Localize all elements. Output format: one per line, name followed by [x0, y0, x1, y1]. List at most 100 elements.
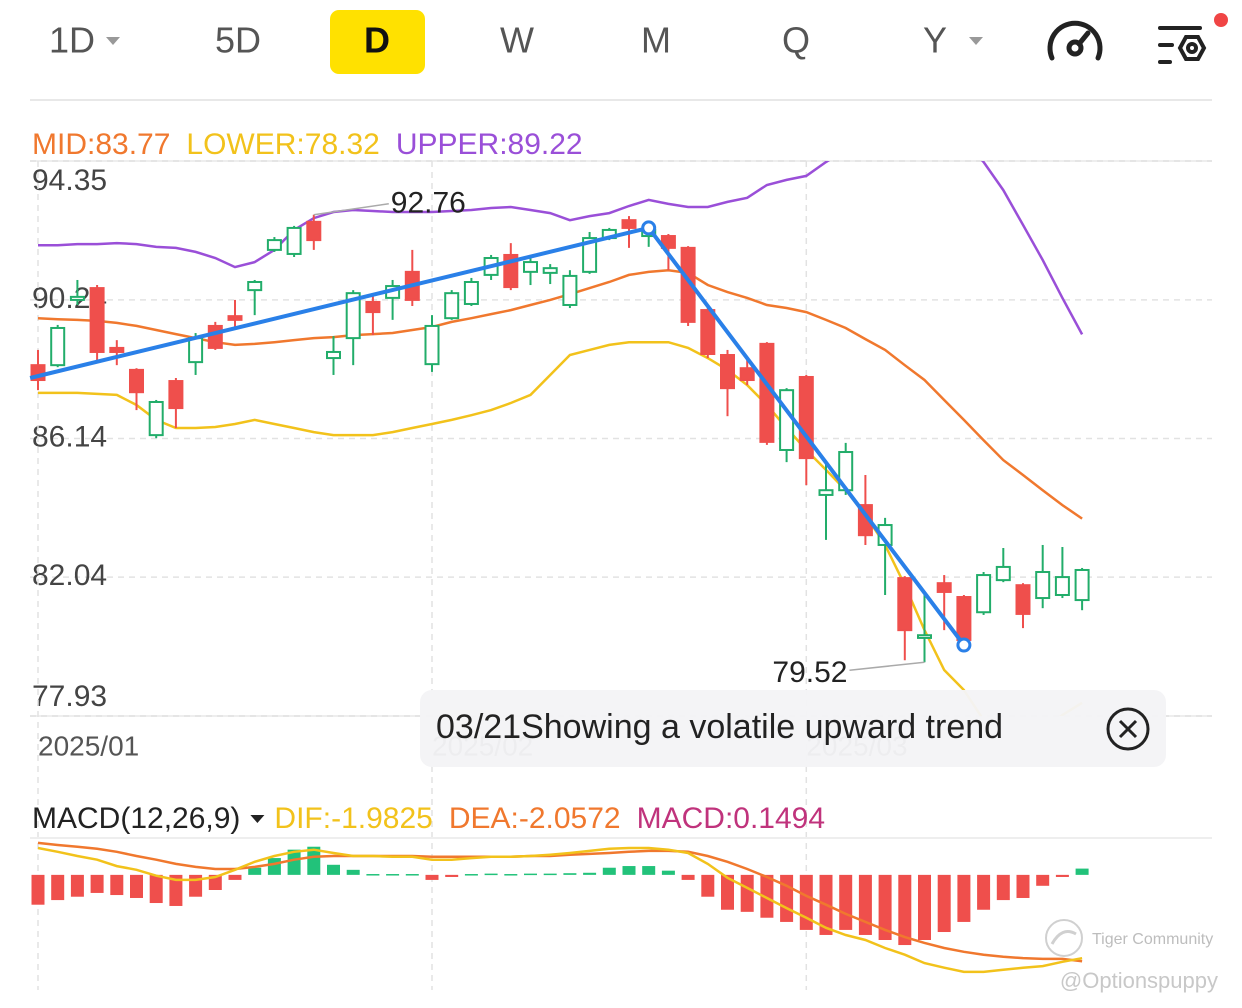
macd-bar	[858, 874, 872, 935]
macd-bar	[957, 874, 971, 922]
band-line	[38, 161, 1084, 335]
candle-body	[148, 400, 164, 437]
y-tick-label: 86.14	[32, 420, 107, 453]
macd-bar	[110, 874, 124, 896]
macd-bar	[740, 874, 754, 912]
legend-name: DEA:	[449, 802, 519, 835]
gear-icon	[1177, 35, 1207, 61]
candle-body	[621, 219, 637, 229]
tab-label: D	[364, 20, 390, 61]
legend-value: -2.0572	[519, 802, 621, 835]
macd-bar	[878, 874, 892, 940]
candle-body	[247, 281, 263, 292]
macd-bar	[90, 874, 104, 893]
macd-bar	[563, 873, 577, 875]
candle-body	[917, 634, 932, 639]
tooltip-close[interactable]	[1106, 707, 1150, 751]
candle-body	[897, 577, 913, 632]
tab-label: Y	[923, 20, 947, 61]
macd-bar	[977, 874, 991, 910]
macd-plot	[31, 841, 1089, 974]
macd-bar	[484, 873, 498, 876]
candle-body	[463, 281, 479, 305]
legend: MID:83.77 LOWER:78.32 UPPER:89.22	[32, 128, 583, 161]
macd-bar	[780, 874, 794, 922]
legend-value: 78.32	[305, 128, 380, 161]
candle-body	[798, 375, 814, 460]
tooltip: 03/21Showing a volatile upward trend	[420, 690, 1166, 767]
macd-bar	[267, 858, 281, 875]
legend-value: 83.77	[95, 128, 170, 161]
timeframe-tab[interactable]: M	[641, 20, 671, 61]
macd-bar	[504, 874, 518, 876]
timeframe-tab[interactable]: 1D	[49, 20, 120, 61]
macd-bar	[996, 874, 1010, 901]
indicator-dropdown-arrow[interactable]	[250, 815, 265, 823]
legend-value: 0.1494	[733, 802, 825, 835]
macd-bar	[1075, 868, 1089, 875]
candle-body	[818, 489, 834, 496]
macd-bar	[839, 874, 853, 930]
watermark-brand: Tiger Community	[1092, 931, 1213, 948]
candle-body	[995, 565, 1011, 582]
candle-body	[50, 326, 66, 367]
candle-body	[562, 274, 578, 306]
candle-body	[936, 582, 952, 593]
candle-body	[109, 346, 125, 353]
macd-line	[37, 841, 1083, 963]
macd-bar	[602, 867, 616, 875]
macd-bar	[425, 874, 439, 880]
candle-body	[1035, 571, 1051, 600]
macd-bar	[701, 874, 715, 897]
candle-body	[956, 596, 972, 641]
watermark-user: @Optionspuppy	[1060, 968, 1218, 993]
indicator-title[interactable]: MACD(12,26,9)	[32, 802, 240, 835]
macd-bar	[307, 846, 321, 875]
macd-bar	[130, 874, 143, 898]
macd-bar	[248, 867, 262, 875]
tooltip-message: Showing a volatile upward trend	[521, 708, 1003, 746]
macd-bar	[228, 874, 242, 880]
gauge-hub	[1066, 39, 1084, 57]
timeframe-tab[interactable]: Q	[782, 20, 810, 61]
x-tick-label: 2025/01	[38, 730, 139, 761]
macd-bar	[1055, 874, 1069, 877]
trend-handle	[641, 220, 657, 236]
candle-body	[326, 350, 341, 360]
macd-bar	[1016, 874, 1030, 898]
legend-name: DIF:	[274, 802, 331, 835]
macd-line	[37, 846, 1083, 974]
macd-bar	[918, 874, 931, 940]
settings-button[interactable]	[1158, 13, 1228, 64]
macd-bar	[622, 866, 636, 875]
candle-body	[207, 324, 223, 349]
macd-bar	[898, 874, 912, 946]
indicator-button[interactable]	[1047, 20, 1103, 61]
candle-body	[69, 295, 85, 301]
macd-bar	[642, 866, 656, 875]
timeframe-tab[interactable]: 5D	[215, 20, 261, 61]
candle-body	[168, 380, 184, 410]
candle-body	[345, 292, 361, 340]
tab-label: M	[641, 20, 671, 61]
macd-bar	[760, 874, 774, 918]
legend-name: LOWER:	[186, 128, 304, 161]
macd-bar	[31, 874, 45, 905]
candle-body	[1054, 576, 1070, 596]
timeframe-tab[interactable]: W	[500, 20, 534, 61]
macd-bar	[661, 870, 675, 875]
low-leader	[849, 661, 925, 672]
candle-body	[89, 287, 105, 353]
candle-body	[582, 237, 598, 273]
tab-label: 5D	[215, 20, 261, 61]
candle-body	[720, 354, 735, 390]
timeframe-tab[interactable]: D	[330, 10, 425, 74]
candle-body	[444, 292, 460, 320]
timeframe-tab[interactable]: Y	[923, 20, 983, 61]
candle-body	[286, 226, 302, 255]
macd-bar	[51, 874, 65, 901]
macd-bar	[287, 849, 301, 875]
high-label: 92.76	[391, 187, 466, 220]
